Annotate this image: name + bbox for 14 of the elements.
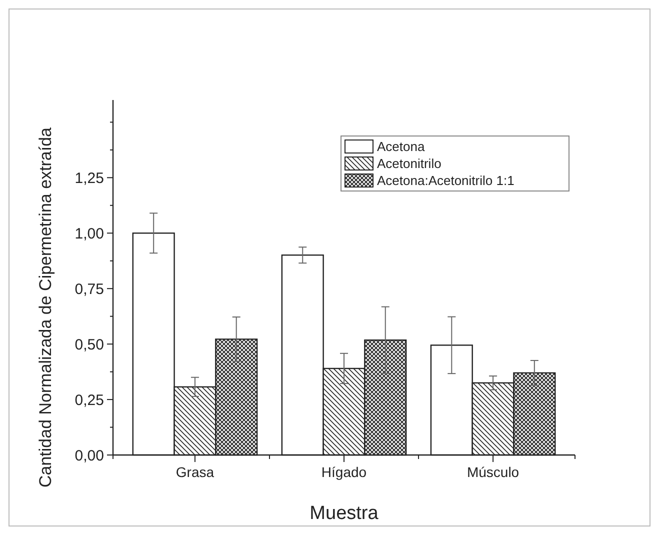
y-tick-label: 0,75: [74, 280, 104, 298]
x-axis-title: Muestra: [310, 503, 379, 524]
y-tick-label: 1,25: [74, 170, 104, 187]
y-tick-label: 0,00: [74, 447, 104, 464]
y-axis-title: Cantidad Normalizada de Cipermetrina extraída: [36, 126, 55, 488]
y-tick-label: 0,25: [74, 392, 104, 409]
x-tick-label: Músculo: [466, 464, 520, 480]
x-tick-label: Hígado: [321, 464, 367, 480]
legend-label: Acetona:Acetonitrilo 1:1: [377, 173, 514, 188]
legend-label: Acetona: [377, 139, 426, 154]
legend-label: Acetonitrilo: [377, 156, 442, 172]
y-tick-label: 1,00: [74, 225, 104, 242]
x-tick-label: Grasa: [176, 464, 214, 480]
y-tick-label: 0,50: [74, 336, 104, 354]
